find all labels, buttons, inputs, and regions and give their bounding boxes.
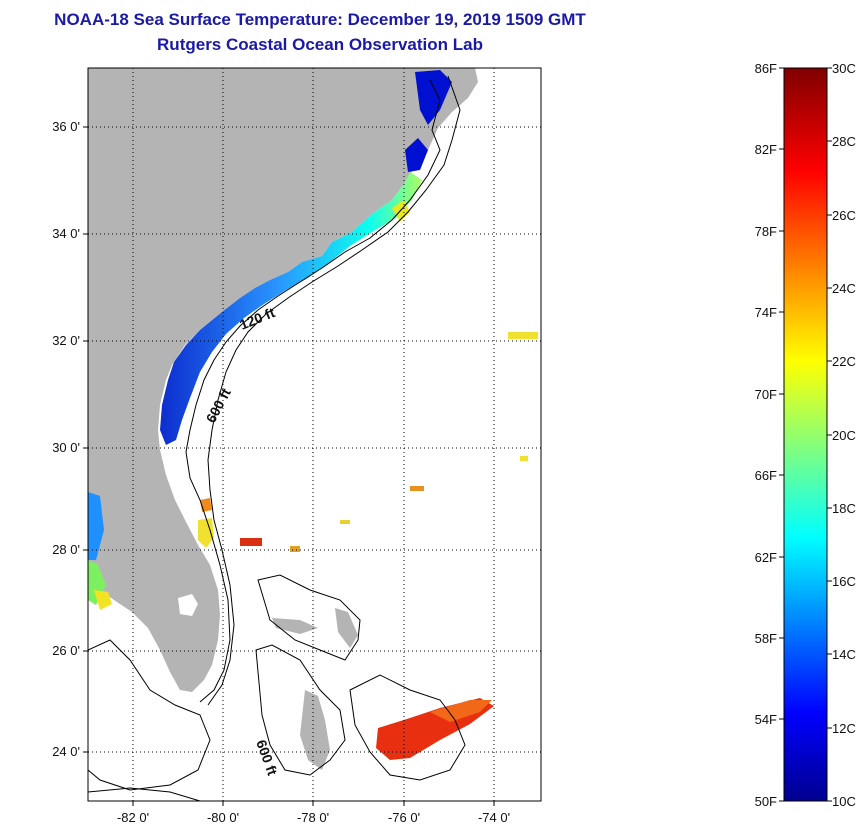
lat-tick-label: 36 0' <box>52 119 80 134</box>
colorbar-f-label: 54F <box>755 712 777 727</box>
colorbar-c-label: 16C <box>832 574 856 589</box>
map-subtitle: Rutgers Coastal Ocean Observation Lab <box>157 35 483 54</box>
colorbar-f-label: 78F <box>755 224 777 239</box>
land-southeast-us <box>88 68 478 692</box>
colorbar-c-label: 12C <box>832 721 856 736</box>
colorbar-f-label: 74F <box>755 305 777 320</box>
colorbar-c-label: 30C <box>832 61 856 76</box>
sst-florida-east <box>198 518 214 548</box>
temperature-colorbar: 86F 82F 78F 74F 70F 66F 62F 58F 54F 50F … <box>755 61 856 809</box>
land-andros-island <box>300 690 330 770</box>
sst-offshore-patch <box>508 332 538 339</box>
sst-offshore-patch <box>290 546 300 552</box>
colorbar-c-label: 20C <box>832 428 856 443</box>
colorbar-f-label: 82F <box>755 142 777 157</box>
sst-offshore-patch <box>340 520 350 524</box>
colorbar-c-label: 22C <box>832 354 856 369</box>
axis-tick-marks <box>83 126 495 806</box>
lon-tick-label: -74 0' <box>478 810 510 825</box>
sst-offshore-patch <box>520 456 528 461</box>
sst-gulf-patch <box>88 492 104 560</box>
colorbar-gradient <box>783 67 828 802</box>
sst-bahamas-warm-2 <box>430 700 492 722</box>
colorbar-f-label: 70F <box>755 387 777 402</box>
lat-tick-label: 34 0' <box>52 226 80 241</box>
lat-tick-label: 26 0' <box>52 643 80 658</box>
sst-pamlico-sound <box>405 138 428 172</box>
colorbar-c-label: 10C <box>832 794 856 809</box>
lat-tick-label: 32 0' <box>52 333 80 348</box>
lat-tick-label: 30 0' <box>52 440 80 455</box>
land-abaco-island <box>335 608 358 648</box>
lat-tick-label: 28 0' <box>52 542 80 557</box>
lon-tick-label: -76 0' <box>388 810 420 825</box>
sst-gulf-patch-3 <box>94 590 112 610</box>
colorbar-c-label: 24C <box>832 281 856 296</box>
map-area: 36 0' 34 0' 32 0' 30 0' 28 0' 26 0' 24 0… <box>52 67 542 825</box>
lon-tick-label: -78 0' <box>297 810 329 825</box>
colorbar-c-label: 14C <box>832 647 856 662</box>
colorbar-f-label: 50F <box>755 794 777 809</box>
colorbar-c-label: 26C <box>832 208 856 223</box>
colorbar-f-label: 66F <box>755 468 777 483</box>
sst-offshore-patch <box>410 486 424 491</box>
colorbar-f-label: 86F <box>755 61 777 76</box>
colorbar-c-label: 18C <box>832 501 856 516</box>
lake-okeechobee <box>178 594 198 616</box>
sst-coastal-band <box>160 172 422 445</box>
colorbar-f-label: 58F <box>755 631 777 646</box>
map-title: NOAA-18 Sea Surface Temperature: Decembe… <box>54 10 586 29</box>
colorbar-f-label: 62F <box>755 550 777 565</box>
land-grand-bahama <box>272 618 318 634</box>
lon-tick-label: -80 0' <box>207 810 239 825</box>
colorbar-c-label: 28C <box>832 134 856 149</box>
lon-tick-label: -82 0' <box>117 810 149 825</box>
lat-tick-label: 24 0' <box>52 744 80 759</box>
sst-chesapeake <box>415 70 452 125</box>
sst-offshore-patch <box>240 538 262 546</box>
map-frame <box>87 67 542 802</box>
